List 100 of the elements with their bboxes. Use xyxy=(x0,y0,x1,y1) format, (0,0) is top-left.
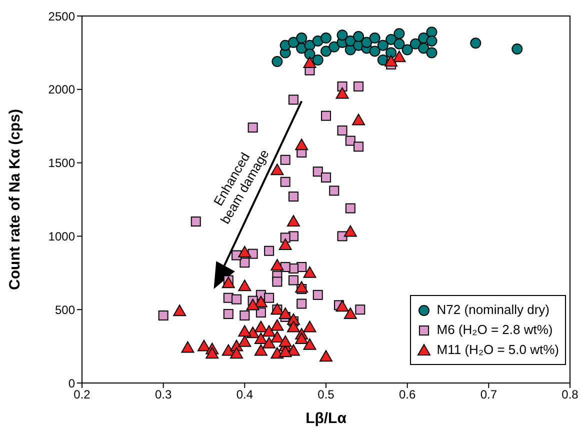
point xyxy=(303,338,316,350)
x-tick-label: 0.5 xyxy=(318,388,335,402)
point xyxy=(354,81,364,92)
point xyxy=(312,54,324,66)
point xyxy=(321,110,331,121)
point xyxy=(344,225,357,237)
x-tick-label: 0.6 xyxy=(398,388,416,402)
point xyxy=(264,292,274,303)
point xyxy=(321,172,331,182)
point xyxy=(278,308,292,320)
point xyxy=(303,266,316,278)
point xyxy=(238,325,252,337)
legend-label: M6 (H₂O = 2.8 wt%) xyxy=(436,321,553,339)
point xyxy=(270,319,284,331)
point xyxy=(181,341,194,353)
point xyxy=(190,216,201,227)
point xyxy=(230,347,244,359)
point xyxy=(232,294,242,304)
point xyxy=(238,335,252,347)
point xyxy=(352,114,366,126)
point xyxy=(240,258,250,268)
y-tick-label: 500 xyxy=(54,302,76,317)
point xyxy=(336,30,348,41)
point xyxy=(295,332,308,344)
point xyxy=(198,340,210,352)
point xyxy=(369,46,380,57)
x-axis-title: Lβ/Lα xyxy=(306,410,348,427)
point xyxy=(288,36,299,48)
point xyxy=(270,164,284,176)
point xyxy=(254,296,268,308)
point xyxy=(426,35,438,46)
point xyxy=(295,138,308,150)
point xyxy=(312,290,323,300)
point xyxy=(336,87,349,99)
point xyxy=(386,34,397,45)
point xyxy=(272,276,282,287)
point xyxy=(384,55,398,67)
point xyxy=(369,32,380,44)
point xyxy=(288,94,298,105)
point xyxy=(278,238,292,250)
point xyxy=(286,215,300,227)
point xyxy=(280,176,290,187)
point xyxy=(272,56,283,68)
y-tick-label: 1000 xyxy=(48,229,76,244)
point xyxy=(336,300,349,312)
point xyxy=(303,320,316,332)
x-tick-label: 0.8 xyxy=(562,388,579,402)
point xyxy=(238,280,252,292)
point xyxy=(377,54,388,66)
point xyxy=(426,26,438,38)
point xyxy=(410,38,421,50)
point xyxy=(248,122,258,133)
point xyxy=(288,192,298,202)
point xyxy=(470,38,482,49)
y-tick-label: 2500 xyxy=(48,9,76,24)
point xyxy=(238,246,252,258)
point xyxy=(270,330,284,342)
point xyxy=(173,304,186,316)
point xyxy=(392,50,406,62)
point xyxy=(288,275,298,286)
point xyxy=(320,46,332,57)
point xyxy=(158,310,168,320)
point xyxy=(296,298,307,309)
point xyxy=(240,310,250,320)
point xyxy=(312,166,323,177)
point xyxy=(262,336,276,348)
point xyxy=(254,344,268,356)
point xyxy=(280,154,290,165)
point xyxy=(320,32,332,44)
point xyxy=(206,347,219,359)
point xyxy=(320,350,332,362)
point xyxy=(295,281,308,293)
x-tick-label: 0.7 xyxy=(480,388,498,402)
point xyxy=(246,298,260,310)
point xyxy=(353,31,364,42)
point xyxy=(278,335,292,347)
point xyxy=(394,38,405,50)
point xyxy=(402,44,413,56)
point xyxy=(223,309,234,320)
legend-label: N72 (nominally dry) xyxy=(436,301,550,319)
x-tick-label: 0.2 xyxy=(74,388,91,402)
y-axis-title: Count rate of Na Kα (cps) xyxy=(6,109,24,290)
point xyxy=(254,332,268,344)
point xyxy=(354,142,364,152)
y-tick-label: 2000 xyxy=(48,82,76,97)
point xyxy=(222,276,235,288)
x-tick-label: 0.4 xyxy=(236,388,254,402)
y-tick-label: 1500 xyxy=(48,156,76,170)
point xyxy=(304,48,316,60)
point xyxy=(377,40,388,51)
point xyxy=(512,44,523,55)
legend-label: M11 (H₂O = 5.0 wt%) xyxy=(436,341,559,359)
point xyxy=(256,308,266,318)
y-tick-label: 0 xyxy=(68,376,76,390)
point xyxy=(345,136,356,146)
point xyxy=(303,56,316,68)
point xyxy=(262,325,276,337)
point xyxy=(264,246,274,256)
point xyxy=(361,36,372,48)
point xyxy=(286,320,300,332)
